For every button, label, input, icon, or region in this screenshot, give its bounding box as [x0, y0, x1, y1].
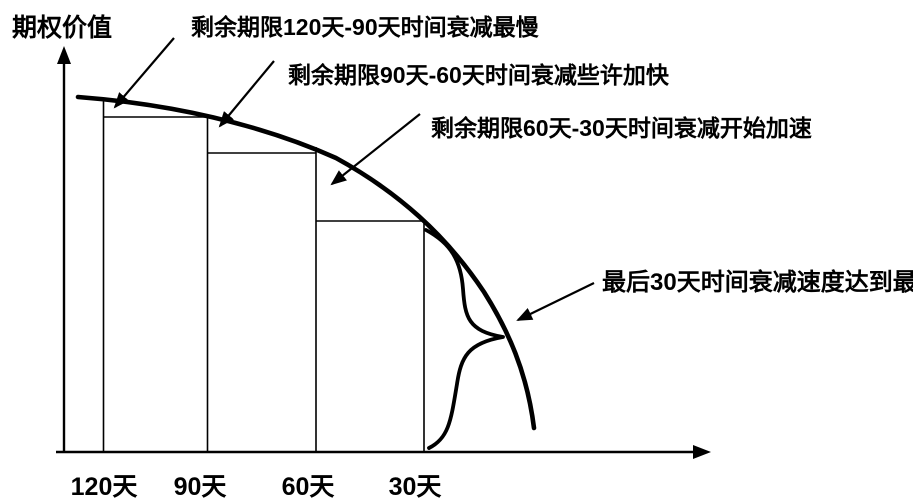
last-30-days-brace: [424, 228, 505, 450]
x-tick-30-days: 30天: [389, 473, 442, 501]
annotation-arrow-4: [516, 282, 595, 321]
x-tick-60-days: 60天: [282, 473, 335, 501]
annotation-last-30: 最后30天时间衰减速度达到最大: [602, 268, 913, 296]
x-tick-120-days: 120天: [71, 473, 138, 501]
x-tick-90-days: 90天: [174, 473, 227, 501]
y-axis-arrowhead-icon: [57, 46, 71, 64]
annotation-arrow-2: [218, 60, 275, 128]
annotation-arrow-1: [113, 37, 175, 109]
annotation-120-90: 剩余期限120天-90天时间衰减最慢: [191, 14, 540, 40]
step-vertical-lines: [102, 100, 425, 452]
y-axis-label: 期权价值: [12, 14, 112, 42]
decay-curve: [75, 94, 537, 431]
step-top-lines: [103, 116, 424, 222]
annotation-60-30: 剩余期限60天-30天时间衰减开始加速: [431, 115, 812, 141]
x-axis-arrowhead-icon: [693, 445, 711, 459]
annotation-90-60: 剩余期限90天-60天时间衰减些许加快: [288, 62, 670, 88]
annotation-arrow-3: [330, 113, 421, 186]
